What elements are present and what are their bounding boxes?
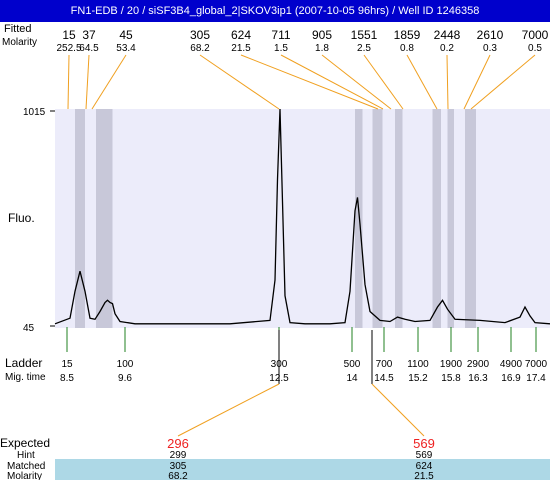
expected-size-label: 569 [413, 436, 435, 451]
hint-value: 299 [170, 450, 187, 461]
peak-leader-line [280, 54, 384, 110]
ladder-size-label: 100 [117, 359, 134, 370]
peak-size-label: 45 [119, 28, 133, 42]
fitted-size-label: Fitted [4, 23, 32, 35]
peak-band [75, 109, 85, 328]
ladder-time-label: 14.5 [374, 373, 394, 384]
hint-value: 569 [416, 450, 433, 461]
peak-leader-line [240, 54, 379, 110]
peak-molarity-label: 0.8 [400, 43, 414, 54]
peak-leader-line [470, 54, 536, 110]
peak-molarity-label: 1.5 [274, 43, 288, 54]
peak-size-label: 7000 [522, 28, 549, 42]
peak-leader-line [463, 54, 491, 110]
expected-molarity-value: 21.5 [414, 471, 434, 480]
peak-band [372, 109, 383, 328]
peak-size-label: 2448 [434, 28, 461, 42]
peak-molarity-label: 2.5 [357, 43, 371, 54]
y-axis-label: Fluo. [8, 211, 35, 225]
peak-size-label: 905 [312, 28, 332, 42]
expected-leader-line [177, 383, 280, 437]
peak-size-label: 624 [231, 28, 251, 42]
peak-band [447, 109, 454, 328]
ladder-time-label: 16.3 [468, 373, 488, 384]
peak-size-label: 2610 [477, 28, 504, 42]
peak-leader-line [363, 54, 404, 110]
peak-size-label: 1859 [394, 28, 421, 42]
peak-size-label: 711 [271, 28, 290, 42]
peak-molarity-label: 64.5 [79, 43, 99, 54]
ladder-time-label: 16.9 [501, 373, 521, 384]
peak-molarity-label: 0.3 [483, 43, 497, 54]
ladder-size-label: 15 [61, 359, 73, 370]
molarity-row-label: Molarity [2, 37, 37, 48]
ladder-size-label: 2900 [467, 359, 490, 370]
peak-leader-line [199, 54, 280, 110]
ladder-size-label: 1900 [440, 359, 463, 370]
ladder-time-label: 8.5 [60, 373, 74, 384]
ladder-size-label: 4900 [500, 359, 523, 370]
peak-leader-line [406, 54, 438, 110]
expected-molarity-value: 68.2 [168, 471, 188, 480]
matched-value: 624 [416, 461, 433, 472]
peak-leader-line [446, 54, 449, 110]
expected-leader-line [371, 383, 425, 437]
peak-molarity-label: 0.5 [528, 43, 542, 54]
peak-leader-line [91, 54, 127, 110]
expected-size-label: 296 [167, 436, 189, 451]
peak-molarity-label: 252.5 [56, 43, 81, 54]
ladder-time-label: 9.6 [118, 373, 132, 384]
peak-size-label: 305 [190, 28, 210, 42]
peak-molarity-label: 1.8 [315, 43, 329, 54]
peak-band [96, 109, 113, 328]
ladder-size-label: 1100 [407, 359, 429, 370]
peak-leader-line [67, 54, 70, 110]
ladder-size-label: 700 [376, 359, 393, 370]
peak-molarity-label: 0.2 [440, 43, 454, 54]
ladder-time-label: 14 [346, 373, 358, 384]
expected-molarity-label: Molarity [7, 471, 42, 480]
peak-molarity-label: 53.4 [116, 43, 136, 54]
ladder-label: Ladder [5, 356, 42, 370]
ladder-time-label: 15.2 [408, 373, 428, 384]
peak-size-label: 15 [62, 28, 76, 42]
fluorescence-trace [54, 108, 550, 325]
ladder-size-label: 500 [344, 359, 361, 370]
mig-time-label: Mig. time [5, 372, 46, 383]
peak-size-label: 37 [82, 28, 96, 42]
peak-size-label: 1551 [351, 28, 378, 42]
peak-molarity-label: 68.2 [190, 43, 210, 54]
peak-leader-line [321, 54, 392, 110]
window-title: FN1-EDB / 20 / siSF3B4_global_2|SKOV3ip1… [0, 0, 550, 22]
peak-band [355, 109, 363, 328]
matched-row-background [55, 459, 550, 480]
peak-band [395, 109, 403, 328]
ladder-time-label: 15.8 [441, 373, 461, 384]
peak-leader-line [85, 54, 90, 110]
peak-molarity-label: 21.5 [231, 43, 251, 54]
expected-label: Expected [0, 436, 50, 450]
y-tick-label-bottom: 45 [23, 323, 35, 334]
ladder-size-label: 7000 [525, 359, 548, 370]
matched-label: Matched [7, 461, 45, 472]
peak-band [465, 109, 476, 328]
plot-area: 1015 45 Fluo. [8, 107, 550, 334]
matched-value: 305 [170, 461, 187, 472]
ladder-time-label: 17.4 [526, 373, 546, 384]
hint-label: Hint [17, 450, 35, 461]
peak-band [432, 109, 441, 328]
y-tick-label-top: 1015 [23, 107, 46, 118]
